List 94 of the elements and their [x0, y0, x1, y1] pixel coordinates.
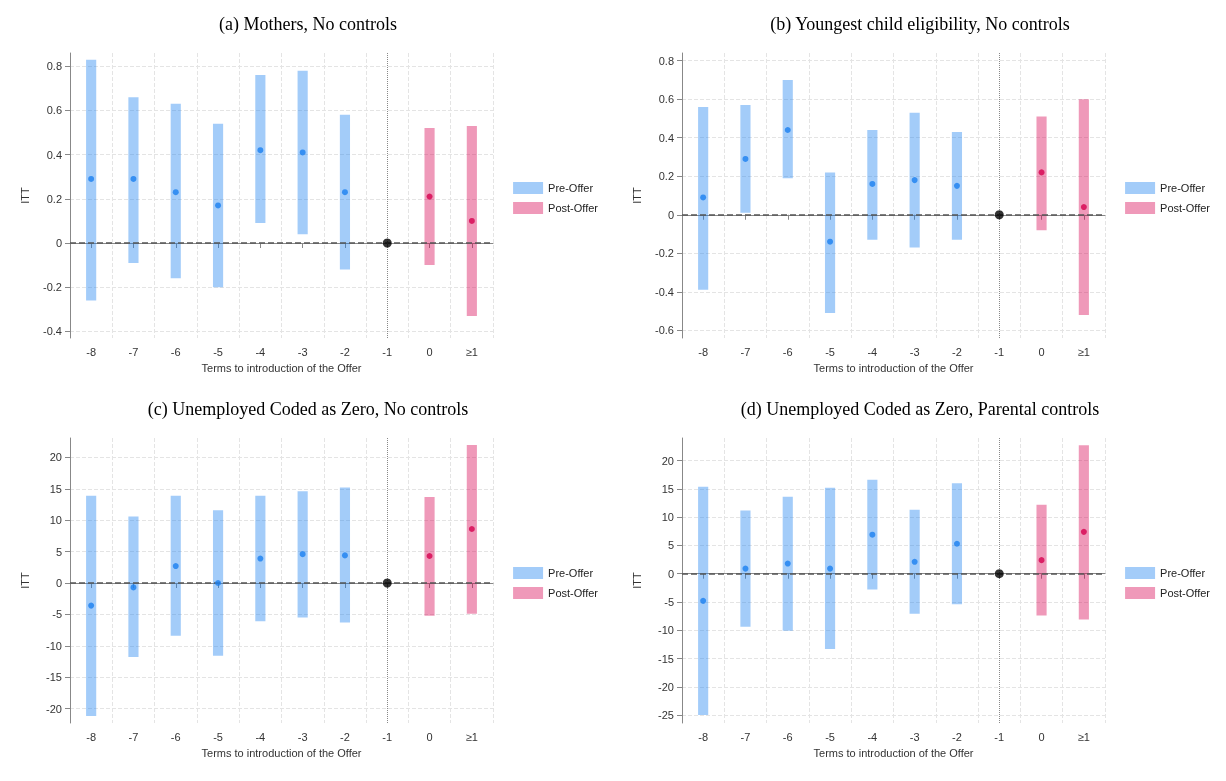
x-tick-label: -6 — [170, 730, 181, 743]
x-tick-label: -4 — [867, 345, 878, 358]
y-axis-title: ITT — [18, 186, 31, 204]
y-axis-title: ITT — [18, 571, 31, 589]
x-tick-label: -5 — [213, 345, 223, 358]
x-tick-label: -7 — [128, 345, 139, 358]
x-tick-label: -2 — [952, 730, 962, 743]
y-tick-label: -20 — [658, 680, 674, 693]
x-tick-label: -3 — [297, 345, 308, 358]
x-tick-label: -2 — [340, 345, 350, 358]
y-tick-label: -5 — [664, 595, 674, 608]
legend-label: Post-Offer — [548, 202, 599, 214]
y-tick-label: -0.6 — [655, 324, 674, 337]
x-tick-label: -5 — [213, 730, 223, 743]
y-tick-label: 5 — [55, 545, 62, 558]
chart-title: (a) Mothers, No controls — [219, 14, 397, 35]
x-tick-label: ≥1 — [465, 730, 478, 743]
x-tick-label: ≥1 — [465, 345, 478, 358]
y-tick-label: 20 — [49, 451, 62, 464]
y-tick-label: 0.8 — [658, 54, 674, 67]
x-tick-label: -8 — [698, 345, 709, 358]
x-tick-label: -8 — [86, 730, 97, 743]
legend-label: Post-Offer — [1160, 587, 1211, 599]
y-tick-label: 20 — [661, 454, 674, 467]
y-tick-label: 0 — [667, 567, 674, 580]
y-tick-label: -10 — [46, 639, 62, 652]
x-axis-title: Terms to introduction of the Offer — [201, 746, 362, 759]
x-tick-label: -8 — [698, 730, 709, 743]
x-tick-label: -6 — [170, 345, 181, 358]
y-tick-label: 0.8 — [46, 60, 62, 73]
y-tick-label: -10 — [658, 624, 674, 637]
x-tick-label: -7 — [740, 730, 751, 743]
x-tick-label: -7 — [128, 730, 139, 743]
y-tick-label: -5 — [52, 608, 62, 621]
legend-label: Pre-Offer — [1160, 182, 1206, 194]
legend-label: Post-Offer — [548, 587, 599, 599]
x-tick-label: 0 — [1038, 730, 1045, 743]
y-tick-label: 0.4 — [46, 148, 62, 161]
y-tick-label: -0.2 — [655, 247, 674, 260]
y-axis-title: ITT — [630, 186, 643, 204]
y-tick-label: 15 — [49, 482, 62, 495]
x-tick-label: ≥1 — [1077, 345, 1090, 358]
x-tick-label: -3 — [909, 345, 920, 358]
y-tick-label: 5 — [667, 539, 674, 552]
y-tick-label: 0.6 — [658, 93, 674, 106]
x-tick-label: 0 — [426, 730, 433, 743]
chart-title: (d) Unemployed Coded as Zero, Parental controls — [740, 399, 1100, 420]
chart-title: (c) Unemployed Coded as Zero, No controls — [147, 399, 469, 420]
y-tick-label: -0.4 — [43, 325, 62, 338]
y-tick-label: 10 — [661, 511, 674, 524]
x-tick-label: -3 — [297, 730, 308, 743]
x-tick-label: -4 — [255, 345, 266, 358]
y-tick-label: -25 — [658, 709, 674, 722]
x-tick-label: 0 — [1038, 345, 1045, 358]
y-axis-title: ITT — [630, 571, 643, 589]
x-axis-title: Terms to introduction of the Offer — [813, 361, 974, 374]
y-tick-label: 0.2 — [658, 170, 674, 183]
y-tick-label: -0.4 — [655, 285, 674, 298]
x-tick-label: -7 — [740, 345, 751, 358]
y-tick-label: 0.2 — [46, 192, 62, 205]
x-axis-title: Terms to introduction of the Offer — [201, 361, 362, 374]
chart-title: (b) Youngest child eligibility, No controls — [770, 14, 1070, 35]
x-tick-label: -3 — [909, 730, 920, 743]
x-tick-label: -1 — [382, 730, 393, 743]
y-tick-label: 10 — [49, 514, 62, 527]
y-tick-label: 15 — [661, 482, 674, 495]
legend-label: Post-Offer — [1160, 202, 1211, 214]
x-tick-label: -5 — [825, 730, 835, 743]
x-tick-label: -2 — [952, 345, 962, 358]
legend-label: Pre-Offer — [548, 182, 594, 194]
y-tick-label: 0.4 — [658, 131, 674, 144]
x-tick-label: -4 — [867, 730, 878, 743]
x-axis-title: Terms to introduction of the Offer — [813, 746, 974, 759]
x-tick-label: -5 — [825, 345, 835, 358]
x-tick-label: ≥1 — [1077, 730, 1090, 743]
y-tick-label: 0 — [55, 237, 62, 249]
y-tick-label: 0 — [667, 208, 674, 221]
x-tick-label: -1 — [994, 730, 1005, 743]
y-tick-label: 0.6 — [46, 104, 62, 117]
y-tick-label: -15 — [46, 671, 62, 684]
legend-label: Pre-Offer — [1160, 567, 1206, 579]
x-tick-label: -8 — [86, 345, 97, 358]
x-tick-label: -2 — [340, 730, 350, 743]
y-tick-label: -0.2 — [43, 281, 62, 294]
x-tick-label: -6 — [782, 730, 793, 743]
x-tick-label: -1 — [382, 345, 393, 358]
x-tick-label: -1 — [994, 345, 1005, 358]
y-tick-label: -15 — [658, 652, 674, 665]
y-tick-label: -20 — [46, 702, 62, 715]
x-tick-label: -4 — [255, 730, 266, 743]
legend-label: Pre-Offer — [548, 567, 594, 579]
x-tick-label: 0 — [426, 345, 433, 358]
x-tick-label: -6 — [782, 345, 793, 358]
y-tick-label: 0 — [55, 577, 62, 590]
